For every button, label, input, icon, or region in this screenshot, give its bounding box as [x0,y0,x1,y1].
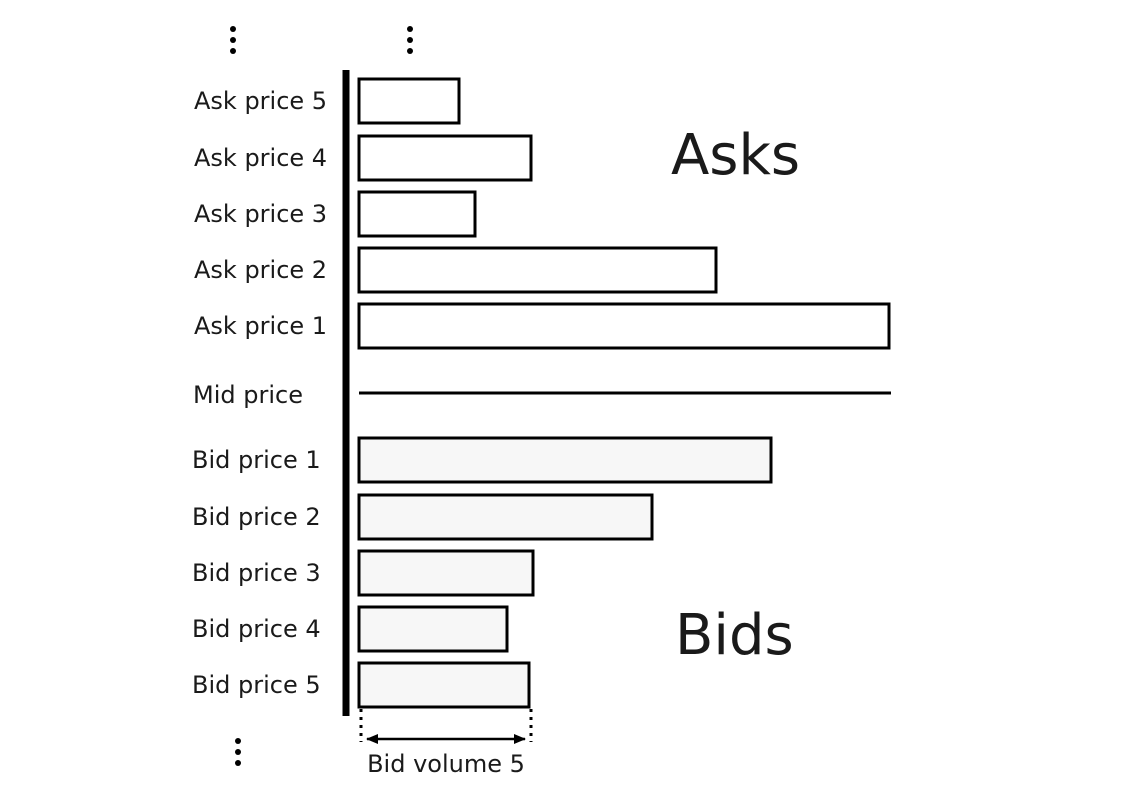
bids-label: Bids [675,603,794,668]
continuation-dots-top-bars [407,26,413,54]
continuation-dots-top-labels [230,26,236,54]
bid-volume-label: Bid volume 5 [367,750,525,778]
ask-price-label: Ask price 2 [194,256,327,284]
asks-label: Asks [671,123,800,188]
ask-price-label: Ask price 3 [194,200,327,228]
ask-volume-bar [357,77,461,125]
ask-price-label: Ask price 1 [194,312,327,340]
bid-volume-bar [357,493,654,541]
bid-price-label: Bid price 3 [192,559,321,587]
ask-price-label: Ask price 5 [194,87,327,115]
bid-volume-bar [357,661,531,709]
continuation-dots-bottom [235,738,241,766]
bid-volume-annotation: Bid volume 5 [359,709,533,778]
bid-price-label: Bid price 4 [192,615,321,643]
bid-price-label: Bid price 2 [192,503,321,531]
bid-levels: Bid price 1 Bid price 2 Bid price 3 Bid pri… [192,436,773,709]
bid-volume-bar [357,605,509,653]
ask-volume-bar [357,246,718,294]
ask-price-label: Ask price 4 [194,144,327,172]
ask-volume-bar [357,302,891,350]
bid-volume-bar [357,549,535,597]
ask-volume-bar [357,134,533,182]
bid-price-label: Bid price 1 [192,446,321,474]
bid-price-label: Bid price 5 [192,671,321,699]
ask-levels: Ask price 5 Ask price 4 Ask price 3 Ask pri… [194,77,891,350]
mid-price-label: Mid price [193,381,303,409]
ask-volume-bar [357,190,477,238]
bid-volume-bar [357,436,773,484]
